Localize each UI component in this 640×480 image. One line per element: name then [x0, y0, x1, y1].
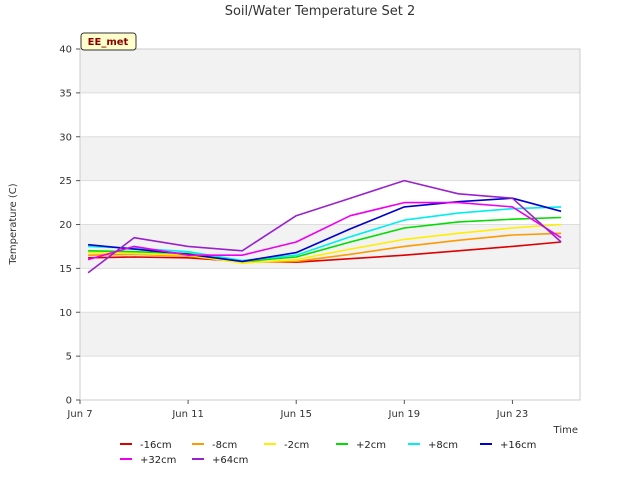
- y-tick-label: 15: [59, 264, 72, 275]
- site-badge: EE_met: [80, 32, 137, 51]
- legend-item: +64cm: [192, 455, 248, 466]
- x-axis-label: Time: [553, 425, 578, 436]
- legend-label: -16cm: [140, 440, 172, 451]
- x-tick-label: Jun 7: [66, 409, 92, 420]
- x-axis-ticks: Jun 7 Jun 11 Jun 15 Jun 19 Jun 23: [66, 400, 528, 420]
- y-tick-label: 0: [66, 396, 72, 407]
- x-tick-label: Jun 15: [279, 409, 312, 420]
- chart-title: Soil/Water Temperature Set 2: [225, 4, 416, 19]
- series-line-16cm: [88, 241, 562, 264]
- series-line-16cm: [88, 197, 562, 263]
- legend-label: +32cm: [140, 455, 176, 466]
- legend-label: +64cm: [212, 455, 248, 466]
- site-badge-box: [80, 32, 137, 51]
- legend-label: +2cm: [356, 440, 386, 451]
- series-line-8cm: [88, 206, 562, 262]
- series-line-8cm: [88, 232, 562, 264]
- grid-bands: [80, 49, 580, 357]
- series-line-2cm: [88, 223, 562, 264]
- site-badge-label: EE_met: [88, 37, 129, 48]
- y-axis-ticks: 0 5 10 15 20 25 30 35 40: [59, 45, 80, 407]
- series-line-64cm: [87, 179, 562, 274]
- legend-item: -8cm: [192, 440, 237, 451]
- y-axis-label: Temperature (C): [8, 183, 19, 265]
- grid-band: [80, 312, 580, 357]
- legend-item: +16cm: [480, 440, 536, 451]
- series-lines: [87, 179, 562, 274]
- y-tick-label: 20: [59, 220, 72, 231]
- x-tick-label: Jun 11: [171, 409, 204, 420]
- y-tick-label: 40: [59, 45, 72, 56]
- legend-label: -2cm: [284, 440, 309, 451]
- legend-label: +8cm: [428, 440, 458, 451]
- grid-band: [80, 49, 580, 93]
- y-tick-label: 10: [59, 308, 72, 319]
- legend-item: -2cm: [264, 440, 309, 451]
- legend-item: -16cm: [120, 440, 172, 451]
- series-line-2cm: [88, 216, 562, 263]
- y-tick-label: 25: [59, 176, 72, 187]
- y-tick-label: 30: [59, 132, 72, 143]
- x-tick-label: Jun 19: [388, 409, 421, 420]
- series-line-32cm: [87, 201, 562, 261]
- legend-item: +32cm: [120, 455, 176, 466]
- grid-band: [80, 136, 580, 181]
- y-tick-label: 35: [59, 88, 72, 99]
- y-tick-label: 5: [66, 352, 72, 363]
- legend-label: -8cm: [212, 440, 237, 451]
- legend-item: +8cm: [408, 440, 458, 451]
- legend: -16cm -8cm -2cm +2cm +8cm +16cm +32cm +64cm: [120, 440, 536, 466]
- legend-item: +2cm: [336, 440, 386, 451]
- legend-label: +16cm: [500, 440, 536, 451]
- grid-band: [80, 224, 580, 269]
- x-tick-label: Jun 23: [496, 409, 529, 420]
